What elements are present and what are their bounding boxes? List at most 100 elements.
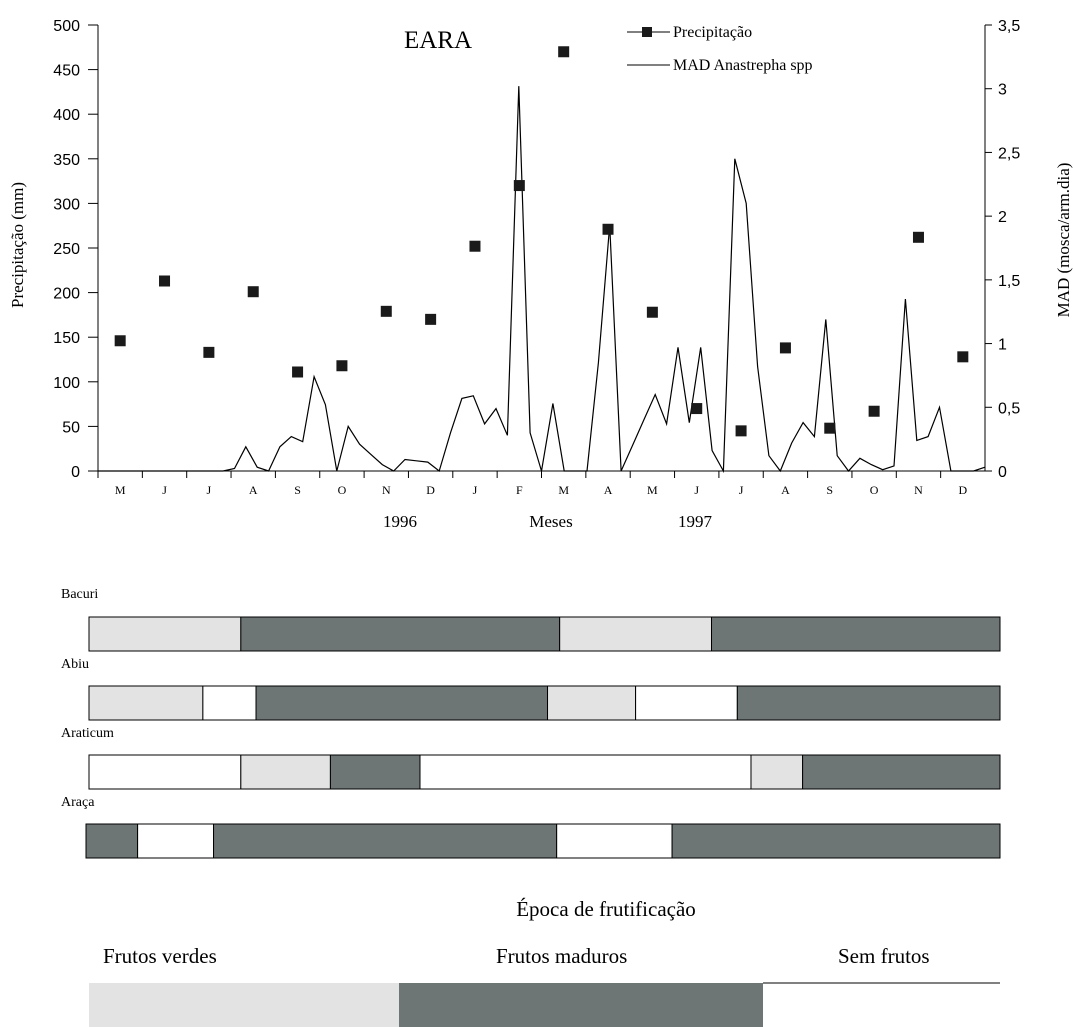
precip-marker <box>336 360 348 372</box>
precip-marker <box>380 305 392 317</box>
precip-marker <box>735 425 747 437</box>
precip-marker <box>203 346 215 358</box>
precipitation-series <box>114 46 969 437</box>
precip-marker <box>558 46 570 58</box>
y-axis-label: Precipitação (mm) <box>8 182 27 308</box>
crop-label: Araça <box>61 795 95 810</box>
fruiting-segment-maduro <box>671 823 1001 859</box>
left-tick-label: 300 <box>53 196 80 213</box>
chart-legend: Precipitação MAD Anastrepha spp <box>627 24 813 74</box>
precip-marker <box>691 403 703 415</box>
fruiting-segment-maduro <box>736 685 1001 721</box>
precip-marker <box>824 422 836 434</box>
fruiting-segment-maduro <box>85 823 139 859</box>
precip-marker <box>779 342 791 354</box>
fruiting-segment-maduro <box>802 754 1001 790</box>
fruiting-segment-verde <box>88 685 204 721</box>
right-tick-label: 1 <box>998 337 1007 354</box>
month-label: J <box>694 483 699 497</box>
fruiting-segment-sem <box>137 823 215 859</box>
month-label: O <box>338 483 347 497</box>
legend-green-fruit-label: Frutos verdes <box>103 944 217 968</box>
fruiting-segment-verde <box>240 754 331 790</box>
month-label: D <box>958 483 967 497</box>
month-label: M <box>558 483 569 497</box>
left-tick-label: 450 <box>53 63 80 80</box>
legend-ripe-fruit-swatch <box>399 983 763 1027</box>
left-tick-label: 350 <box>53 152 80 169</box>
fruiting-segment-maduro <box>329 754 421 790</box>
crop-label: Abiu <box>61 657 89 672</box>
crop-label: Bacuri <box>61 587 98 602</box>
fruiting-segment-verde <box>750 754 804 790</box>
month-label: A <box>249 483 258 497</box>
month-label: N <box>382 483 391 497</box>
right-tick-label: 0 <box>998 464 1007 481</box>
left-ticks: 0 50 100 150 200 250 300 350 400 450 500 <box>53 18 98 481</box>
precip-marker <box>646 306 658 318</box>
precip-marker <box>912 231 924 243</box>
fruiting-segment-sem <box>88 754 242 790</box>
month-label: M <box>647 483 658 497</box>
legend-precip-label: Precipitação <box>673 24 752 41</box>
precip-marker <box>469 240 481 252</box>
right-tick-label: 3,5 <box>998 18 1020 35</box>
month-label: J <box>162 483 167 497</box>
month-label: A <box>781 483 790 497</box>
precip-marker <box>957 351 969 363</box>
mad-line <box>98 86 986 474</box>
fruiting-segment-verde <box>559 616 713 652</box>
month-label: S <box>294 483 301 497</box>
precip-marker <box>513 180 525 192</box>
mad-series <box>98 86 986 474</box>
fruiting-segment-sem <box>635 685 738 721</box>
month-label: N <box>914 483 923 497</box>
crop-label: Araticum <box>61 726 114 741</box>
legend-mad-label: MAD Anastrepha spp <box>673 57 813 74</box>
month-label: D <box>426 483 435 497</box>
month-label: J <box>473 483 478 497</box>
legend-no-fruit-label: Sem frutos <box>838 944 930 968</box>
precip-marker <box>159 275 171 287</box>
year-label-1997: 1997 <box>678 512 713 531</box>
fruiting-segment-sem <box>202 685 257 721</box>
right-tick-label: 2 <box>998 209 1007 226</box>
legend-precip-marker <box>642 27 652 37</box>
month-label: F <box>516 483 523 497</box>
fruiting-segment-sem <box>556 823 673 859</box>
fruiting-legend-title: Época de frutificação <box>516 897 696 921</box>
precip-marker <box>292 366 304 378</box>
fruiting-segment-maduro <box>711 616 1001 652</box>
left-tick-label: 0 <box>71 464 80 481</box>
y2-axis-label: MAD (mosca/arm.dia) <box>1054 163 1073 318</box>
left-tick-label: 200 <box>53 286 80 303</box>
fruiting-segment-maduro <box>255 685 549 721</box>
month-label: O <box>870 483 879 497</box>
fruiting-legend: Época de frutificação Frutos verdes Frut… <box>89 897 1000 1027</box>
precip-marker <box>602 223 614 235</box>
chart-title: EARA <box>404 27 472 54</box>
left-tick-label: 100 <box>53 375 80 392</box>
legend-ripe-fruit-label: Frutos maduros <box>496 944 627 968</box>
x-axis-label: Meses <box>529 512 572 531</box>
left-tick-label: 400 <box>53 107 80 124</box>
left-tick-label: 500 <box>53 18 80 35</box>
right-tick-label: 0,5 <box>998 400 1020 417</box>
precip-marker <box>114 335 126 347</box>
chart: 0 50 100 150 200 250 300 350 400 450 500 0 0,5 1 1,5 2… <box>8 18 1073 531</box>
month-label: A <box>604 483 613 497</box>
left-tick-label: 150 <box>53 330 80 347</box>
left-tick-label: 50 <box>62 419 80 436</box>
right-tick-label: 2,5 <box>998 145 1020 162</box>
year-label-1996: 1996 <box>383 512 417 531</box>
precip-marker <box>425 313 437 325</box>
left-tick-label: 250 <box>53 241 80 258</box>
month-label: J <box>207 483 212 497</box>
precip-marker <box>868 405 880 417</box>
month-label: J <box>739 483 744 497</box>
precip-marker <box>247 286 259 298</box>
right-tick-label: 3 <box>998 82 1007 99</box>
month-label: M <box>115 483 126 497</box>
fruiting-segment-verde <box>88 616 242 652</box>
fruiting-calendar: Bacuri Abiu Araticum Araça <box>61 587 1001 859</box>
